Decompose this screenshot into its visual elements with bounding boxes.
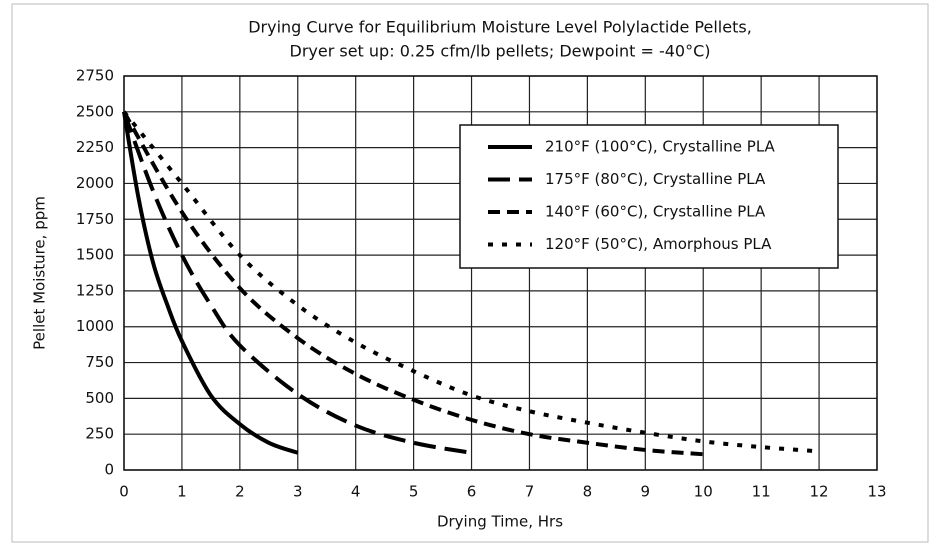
x-tick-label: 9 (641, 483, 651, 501)
legend-label: 120°F (50°C), Amorphous PLA (545, 235, 772, 253)
series-line (122, 111, 472, 455)
legend-label: 175°F (80°C), Crystalline PLA (545, 170, 766, 188)
x-tick-label: 0 (119, 483, 129, 501)
x-tick-label: 7 (525, 483, 535, 501)
legend-label: 140°F (60°C), Crystalline PLA (545, 203, 766, 221)
chart-title: Drying Curve for Equilibrium Moisture Le… (248, 18, 752, 37)
x-tick-label: 4 (351, 483, 361, 501)
y-tick-label: 2000 (76, 174, 114, 192)
series-line (122, 110, 820, 454)
x-tick-label: 5 (409, 483, 419, 501)
x-tick-label: 3 (293, 483, 303, 501)
y-tick-label: 500 (85, 389, 114, 407)
y-tick-label: 2500 (76, 102, 114, 120)
x-tick-label: 12 (810, 483, 829, 501)
y-tick-label: 1000 (76, 317, 114, 335)
y-tick-label: 2750 (76, 67, 114, 85)
x-tick-label: 1 (177, 483, 187, 501)
x-tick-label: 13 (867, 483, 886, 501)
y-tick-label: 1500 (76, 246, 114, 264)
series-line (122, 111, 299, 455)
series-line (122, 110, 704, 457)
x-tick-label: 6 (467, 483, 477, 501)
frame (11, 3, 929, 543)
chart-subtitle: Dryer set up: 0.25 cfm/lb pellets; Dewpo… (290, 42, 711, 61)
y-tick-label: 1750 (76, 210, 114, 228)
y-tick-label: 0 (104, 461, 114, 479)
y-axis-label: Pellet Moisture, ppm (31, 196, 49, 350)
x-tick-label: 10 (694, 483, 713, 501)
y-tick-label: 250 (85, 425, 114, 443)
plot-border (123, 75, 878, 471)
y-tick-label: 750 (85, 353, 114, 371)
x-tick-label: 8 (583, 483, 593, 501)
y-tick-label: 1250 (76, 281, 114, 299)
x-axis-label: Drying Time, Hrs (437, 513, 563, 531)
legend-label: 210°F (100°C), Crystalline PLA (545, 138, 776, 156)
y-tick-label: 2250 (76, 138, 114, 156)
x-tick-label: 2 (235, 483, 245, 501)
x-tick-label: 11 (752, 483, 771, 501)
